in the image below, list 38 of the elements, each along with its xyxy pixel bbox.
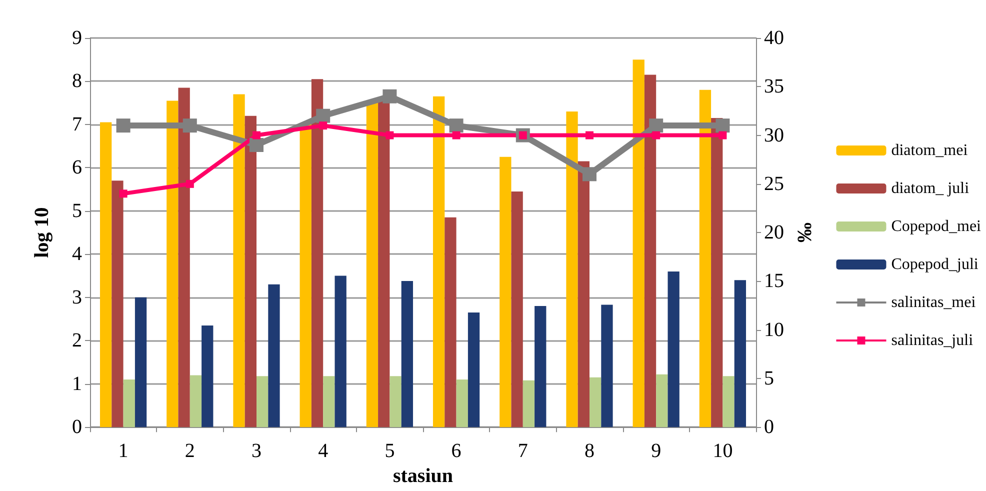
y-tick-label: 5 [72,200,82,222]
y2-tick-label: 25 [764,172,784,195]
y-tick-label: 2 [72,330,82,352]
legend-label: salinitas_mei [891,294,976,311]
y-tick-label: 3 [72,286,82,308]
legend-label: Copepod_juli [891,256,979,273]
legend-label: diatom_ juli [891,180,970,197]
y2-axis-title: ‰ [794,222,816,243]
y2-tick-label: 15 [764,270,784,292]
y-axis-title: log 10 [31,207,53,258]
y2-tick-label: 30 [764,124,784,146]
legend-label: salinitas_juli [891,332,974,349]
y2-tick-label: 20 [764,222,784,244]
y2-tick-label: 0 [764,416,774,438]
x-axis-title: stasiun [392,465,454,487]
x-tick-label: 6 [451,440,462,462]
y-tick-label: 6 [72,156,82,179]
x-tick-label: 2 [184,440,195,462]
x-tick-label: 5 [384,440,395,462]
legend-label: diatom_mei [891,142,968,159]
x-tick-label: 10 [712,440,733,462]
x-tick-label: 8 [584,440,594,462]
legend-label: Copepod_mei [891,218,982,235]
y-tick-label: 1 [72,372,82,395]
y-tick-label: 7 [72,113,82,136]
x-tick-label: 1 [118,440,128,462]
x-tick-label: 9 [651,440,662,462]
y-tick-label: 9 [72,27,82,49]
x-tick-label: 3 [252,440,262,462]
y2-tick-label: 40 [764,27,784,49]
y2-tick-label: 5 [764,367,774,390]
y-tick-label: 4 [72,243,82,266]
y2-tick-label: 10 [764,318,784,341]
x-tick-label: 4 [318,440,328,462]
y-tick-label: 0 [72,416,82,438]
y-tick-label: 8 [72,70,82,92]
x-tick-label: 7 [518,440,528,462]
y2-tick-label: 35 [764,76,784,98]
